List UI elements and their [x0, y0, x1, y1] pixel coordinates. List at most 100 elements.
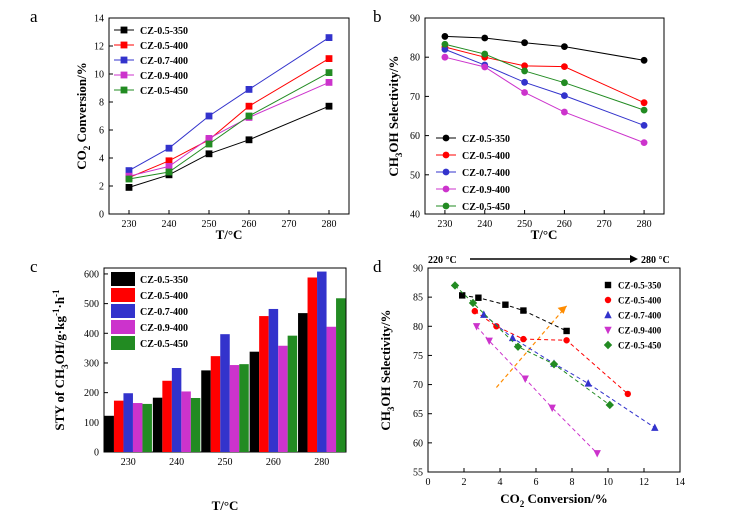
panel-c-legend-label-2: CZ-0.7-400	[140, 307, 188, 318]
panel-d-xtick-label: 2	[462, 477, 467, 488]
panel-label-c: c	[30, 257, 38, 276]
panel-a-legend-marker-1	[120, 41, 128, 49]
panel-d-xtick-label: 14	[675, 477, 685, 488]
panel-c-legend-label-4: CZ-0.5-450	[140, 339, 188, 350]
panel-b-point-0	[481, 34, 489, 42]
panel-b-ytick-label: 40	[410, 210, 420, 221]
panel-d-legend-label-3: CZ-0.9-400	[618, 326, 662, 336]
panel-d-point-1	[520, 335, 527, 343]
panel-b-ytick-label: 60	[410, 131, 420, 142]
panel-a-plot-frame	[108, 17, 350, 215]
panel-c-legend-swatch-1	[111, 288, 135, 302]
range-note-right: 280 °C	[641, 255, 670, 266]
panel-b-legend-label-0: CZ-0.5-350	[462, 134, 510, 145]
panel-b-point-4	[481, 50, 489, 58]
panel-a-point-1	[165, 157, 173, 165]
range-arrow-head	[630, 255, 638, 263]
panel-c-bar-0-1	[152, 397, 163, 452]
panel-c-bar-3-4	[326, 326, 337, 452]
panel-b-ylabel: CH3OH Selectivity/%	[386, 55, 404, 176]
panel-c-xlabel: T/°C	[212, 498, 239, 513]
panel-b-point-3	[521, 89, 528, 96]
panel-a-point-4	[205, 140, 213, 148]
panel-c-legend-swatch-3	[111, 320, 135, 334]
panel-a-point-2	[205, 112, 213, 120]
panel-a-xtick-label: 250	[202, 219, 217, 230]
panel-b-ytick-label: 90	[410, 14, 420, 25]
panel-a-ytick-label: 12	[94, 42, 104, 53]
panel-a-point-0	[245, 136, 253, 144]
panel-d-ytick-label: 75	[413, 351, 423, 362]
panel-b-point-1	[561, 63, 568, 71]
panel-d-legend-marker-2	[604, 310, 612, 319]
panel-b-point-3	[561, 108, 568, 116]
panel-a-legend-label-0: CZ-0.5-350	[140, 26, 188, 37]
panel-d-point-4	[468, 298, 478, 308]
panel-a-point-3	[205, 135, 213, 142]
panel-b-legend-marker-2	[442, 168, 450, 176]
panel-a-point-4	[245, 112, 253, 120]
panel-d-ylabel: CH3OH Selectivity/%	[378, 309, 396, 430]
panel-d-ytick-label: 65	[413, 409, 423, 420]
panel-c-ytick-label: 100	[84, 418, 99, 429]
panel-d-xtick-label: 0	[426, 477, 431, 488]
panel-d-point-2	[584, 379, 592, 387]
panel-d-plot-frame	[427, 267, 681, 473]
panel-c-bar-2-1	[171, 368, 182, 452]
panel-b-ytick-label: 80	[410, 53, 420, 64]
panel-d-point-2	[651, 423, 659, 431]
panel-d-point-0	[459, 292, 466, 299]
panel-c-bar-1-3	[259, 316, 269, 452]
panel-c-bar-4-0	[142, 403, 152, 452]
panel-b-point-1	[521, 62, 528, 70]
panel-a-ytick-label: 14	[94, 14, 104, 25]
panel-b-xtick-label: 240	[477, 219, 492, 230]
range-note-left: 220 °C	[428, 255, 457, 266]
panel-b-point-3	[441, 53, 449, 61]
panel-a-xtick-label: 260	[242, 219, 257, 230]
panel-c-bar-1-4	[307, 277, 318, 452]
panel-b-point-2	[640, 122, 648, 129]
panel-a-xtick-label: 280	[322, 219, 337, 230]
panel-a-point-0	[125, 184, 133, 191]
panel-c-bar-3-2	[229, 365, 240, 452]
panel-a-point-2	[325, 34, 333, 41]
panel-a-ytick-label: 8	[99, 98, 104, 109]
panel-b-point-4	[561, 79, 568, 87]
panel-d-xtick-label: 12	[639, 477, 649, 488]
panel-a-point-1	[325, 55, 333, 62]
panel-b-legend-label-3: CZ-0.9-400	[462, 185, 510, 196]
panel-a-ylabel: CO2 Conversion/%	[74, 62, 92, 169]
panel-d-ytick-label: 80	[413, 322, 423, 333]
panel-c-bar-4-2	[239, 364, 249, 452]
panel-b-point-4	[521, 67, 528, 75]
panel-b-series-line-0	[444, 35, 645, 61]
panel-a-point-0	[325, 102, 333, 110]
panel-c-legend-label-1: CZ-0.5-400	[140, 291, 188, 302]
panel-d-point-3	[472, 323, 481, 331]
panel-b-point-2	[561, 92, 568, 100]
panel-a-legend-marker-3	[120, 71, 128, 79]
panel-b-point-4	[441, 40, 449, 48]
panel-d-legend-label-2: CZ-0.7-400	[618, 311, 662, 321]
panel-b-series-line-2	[444, 48, 645, 126]
chart-marks-layer: 230 240 250 260 270 28002468101214CZ-0.5-350C…	[84, 14, 685, 489]
panel-d-trend-3	[476, 325, 598, 454]
panel-d-point-1	[624, 390, 631, 398]
panel-a-ytick-label: 6	[99, 126, 104, 137]
panel-d-legend-marker-1	[604, 296, 612, 304]
panel-a-legend-label-2: CZ-0.7-400	[140, 56, 188, 67]
panel-c-legend-label-3: CZ-0.9-400	[140, 323, 188, 334]
panel-a-xtick-label: 270	[282, 219, 297, 230]
panel-d-xlabel: CO2 Conversion/%	[500, 491, 607, 509]
panel-a-xtick-label: 230	[122, 219, 137, 230]
panel-label-d: d	[373, 257, 382, 276]
panel-a-legend-marker-2	[120, 56, 128, 64]
panel-c-legend-swatch-4	[111, 336, 135, 350]
panel-d-point-3	[593, 450, 601, 458]
panel-c-bar-2-4	[317, 271, 327, 452]
panel-c-ytick-label: 0	[94, 448, 99, 459]
panel-b-point-2	[441, 45, 449, 53]
panel-c-bar-4-4	[336, 298, 346, 452]
panel-c-ytick-label: 600	[84, 269, 99, 280]
